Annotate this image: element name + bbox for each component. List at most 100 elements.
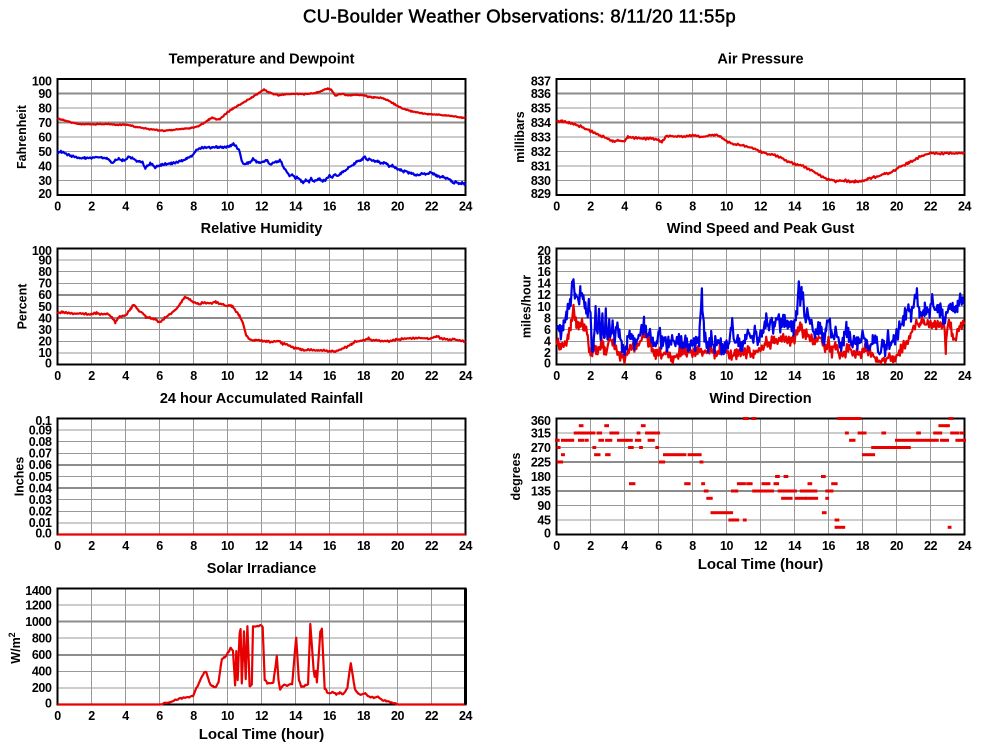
svg-text:800: 800 [32, 632, 52, 646]
svg-text:20: 20 [890, 539, 904, 553]
svg-text:16: 16 [323, 539, 337, 553]
svg-text:833: 833 [531, 130, 551, 144]
svg-text:1400: 1400 [25, 584, 52, 598]
svg-text:20: 20 [537, 244, 551, 258]
svg-text:22: 22 [425, 709, 439, 723]
svg-text:30: 30 [38, 323, 52, 337]
svg-text:Temperature and Dewpoint: Temperature and Dewpoint [169, 52, 355, 68]
svg-text:50: 50 [38, 145, 52, 159]
svg-text:8: 8 [190, 709, 197, 723]
svg-text:2: 2 [88, 200, 95, 214]
svg-text:70: 70 [38, 277, 52, 291]
svg-text:60: 60 [38, 288, 52, 302]
svg-text:180: 180 [531, 470, 551, 484]
svg-text:10: 10 [221, 369, 235, 383]
svg-text:0: 0 [544, 356, 551, 370]
svg-text:Wind Speed and Peak Gust: Wind Speed and Peak Gust [667, 221, 855, 237]
svg-text:100: 100 [32, 244, 52, 258]
svg-text:832: 832 [531, 145, 551, 159]
svg-text:0.09: 0.09 [29, 423, 52, 437]
svg-text:0: 0 [553, 369, 560, 383]
svg-text:24: 24 [459, 200, 473, 214]
svg-text:22: 22 [425, 539, 439, 553]
svg-text:16: 16 [537, 265, 551, 279]
svg-text:18: 18 [856, 200, 870, 214]
svg-text:6: 6 [655, 539, 662, 553]
svg-text:14: 14 [537, 277, 551, 291]
svg-text:degrees: degrees [509, 452, 523, 500]
svg-text:18: 18 [856, 539, 870, 553]
svg-text:270: 270 [531, 441, 551, 455]
svg-text:Relative Humidity: Relative Humidity [201, 221, 323, 237]
svg-text:600: 600 [32, 648, 52, 662]
svg-text:12: 12 [537, 288, 551, 302]
svg-text:8: 8 [689, 369, 696, 383]
svg-text:40: 40 [38, 159, 52, 173]
svg-text:12: 12 [255, 539, 269, 553]
svg-text:24 hour Accumulated Rainfall: 24 hour Accumulated Rainfall [160, 391, 363, 407]
svg-text:18: 18 [357, 709, 371, 723]
svg-text:0: 0 [544, 526, 551, 540]
svg-text:0.06: 0.06 [29, 458, 52, 472]
svg-text:0.05: 0.05 [29, 470, 52, 484]
svg-text:315: 315 [531, 426, 551, 440]
svg-text:Inches: Inches [12, 457, 26, 497]
svg-text:0.08: 0.08 [29, 435, 52, 449]
svg-text:8: 8 [689, 539, 696, 553]
svg-text:0.07: 0.07 [29, 447, 52, 461]
svg-text:60: 60 [38, 130, 52, 144]
svg-text:miles/hour: miles/hour [520, 275, 534, 338]
svg-text:0: 0 [45, 356, 52, 370]
svg-text:18: 18 [357, 539, 371, 553]
svg-text:18: 18 [537, 253, 551, 267]
svg-text:0: 0 [54, 200, 61, 214]
svg-text:0.01: 0.01 [29, 516, 52, 530]
svg-text:4: 4 [544, 335, 551, 349]
svg-text:225: 225 [531, 455, 551, 469]
svg-text:50: 50 [38, 300, 52, 314]
svg-text:0.02: 0.02 [29, 505, 52, 519]
svg-text:0.03: 0.03 [29, 493, 52, 507]
svg-text:18: 18 [856, 369, 870, 383]
svg-text:4: 4 [122, 369, 129, 383]
svg-text:2: 2 [587, 200, 594, 214]
svg-text:14: 14 [289, 539, 303, 553]
svg-text:2: 2 [88, 709, 95, 723]
svg-text:2: 2 [587, 369, 594, 383]
svg-text:W/m2: W/m2 [7, 632, 23, 663]
svg-text:8: 8 [544, 311, 551, 325]
svg-text:6: 6 [655, 200, 662, 214]
svg-text:837: 837 [531, 74, 551, 88]
svg-text:4: 4 [621, 539, 628, 553]
svg-text:12: 12 [255, 709, 269, 723]
svg-text:10: 10 [221, 200, 235, 214]
svg-text:6: 6 [156, 539, 163, 553]
svg-text:24: 24 [459, 369, 473, 383]
svg-text:0: 0 [45, 696, 52, 710]
svg-text:10: 10 [221, 539, 235, 553]
svg-text:6: 6 [544, 323, 551, 337]
svg-text:0: 0 [54, 709, 61, 723]
svg-text:70: 70 [38, 116, 52, 130]
svg-text:6: 6 [156, 709, 163, 723]
svg-text:2: 2 [587, 539, 594, 553]
svg-text:45: 45 [537, 513, 551, 527]
svg-text:0: 0 [54, 539, 61, 553]
svg-text:24: 24 [958, 369, 972, 383]
svg-text:10: 10 [720, 539, 734, 553]
svg-text:14: 14 [788, 200, 802, 214]
svg-text:14: 14 [289, 709, 303, 723]
svg-text:8: 8 [689, 200, 696, 214]
svg-text:24: 24 [958, 200, 972, 214]
svg-text:14: 14 [289, 369, 303, 383]
svg-text:22: 22 [924, 539, 938, 553]
svg-text:20: 20 [38, 187, 52, 201]
svg-text:90: 90 [537, 499, 551, 513]
svg-text:Wind Direction: Wind Direction [709, 391, 811, 407]
svg-text:834: 834 [531, 116, 551, 130]
svg-text:20: 20 [391, 709, 405, 723]
svg-text:6: 6 [156, 200, 163, 214]
svg-text:14: 14 [788, 539, 802, 553]
svg-text:24: 24 [459, 709, 473, 723]
svg-text:16: 16 [822, 200, 836, 214]
